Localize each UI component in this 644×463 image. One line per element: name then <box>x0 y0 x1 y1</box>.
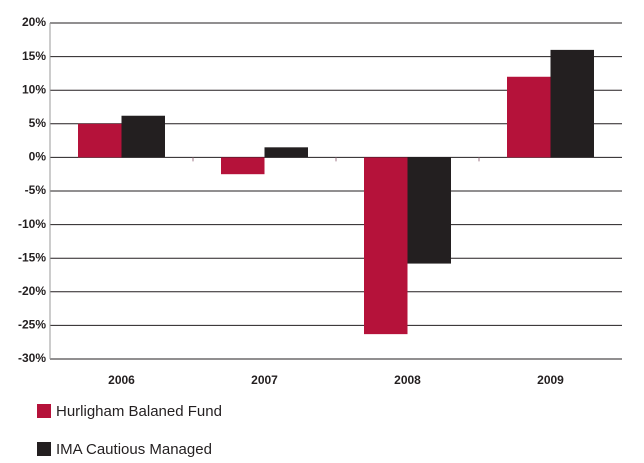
y-tick-label: -30% <box>18 351 46 365</box>
y-tick-label: 10% <box>22 82 46 96</box>
x-tick-label: 2008 <box>394 373 421 387</box>
legend-swatch <box>37 442 51 456</box>
legend-swatch <box>37 404 51 418</box>
y-tick-label: -20% <box>18 284 46 298</box>
y-tick-label: -15% <box>18 250 46 264</box>
bar <box>221 157 265 175</box>
x-tick-label: 2007 <box>251 373 278 387</box>
bar <box>407 157 451 264</box>
y-tick-label: 0% <box>29 150 47 164</box>
legend-label: IMA Cautious Managed <box>56 441 212 458</box>
y-tick-label: -25% <box>18 318 46 332</box>
legend-label: Hurligham Balaned Fund <box>56 403 222 420</box>
y-tick-label: 15% <box>22 49 46 63</box>
bar <box>507 76 551 158</box>
y-tick-label: -10% <box>18 217 46 231</box>
bar <box>78 123 122 158</box>
x-tick-label: 2009 <box>537 373 564 387</box>
bar <box>264 147 308 158</box>
y-tick-label: -5% <box>25 183 47 197</box>
bar <box>550 49 594 158</box>
x-tick-label: 2006 <box>108 373 135 387</box>
bar <box>364 157 408 335</box>
y-tick-label: 20% <box>22 15 46 29</box>
bar <box>121 115 165 158</box>
y-tick-label: 5% <box>29 116 47 130</box>
